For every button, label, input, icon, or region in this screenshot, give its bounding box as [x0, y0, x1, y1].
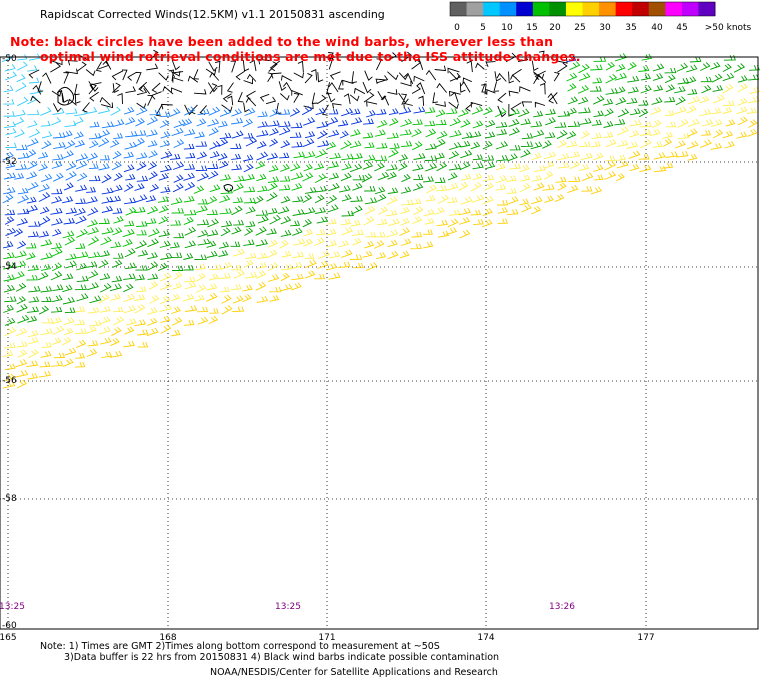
axis-labels: -50 -52 -54 -56 -58 -60 165 168 171 174 177 13:25 13…	[0, 54, 655, 643]
wind-barb-group	[3, 55, 760, 326]
island-outline	[57, 86, 75, 106]
colorbar-swatch	[698, 2, 716, 16]
colorbar-swatch	[681, 2, 699, 16]
map-grid	[0, 57, 758, 629]
wind-barbs-layer	[1, 49, 760, 389]
footer-credit: NOAA/NESDIS/Center for Satellite Applica…	[210, 667, 498, 678]
time-label: 13:26	[549, 602, 575, 612]
colorbar-label: 5	[480, 23, 486, 33]
colorbar-swatch	[499, 2, 517, 16]
footer-note-2: 3)Data buffer is 22 hrs from 20150831 4)…	[64, 652, 500, 663]
colorbar-frame	[449, 1, 716, 17]
map-border	[0, 56, 759, 630]
island-outline	[223, 184, 234, 192]
colorbar-swatch	[648, 2, 666, 16]
colorbar-swatch	[565, 2, 583, 16]
lon-label: 165	[0, 633, 17, 643]
colorbar-swatch	[582, 2, 600, 16]
lon-label: 174	[477, 633, 494, 643]
lat-label: -60	[2, 621, 17, 631]
footer-note-1: Note: 1) Times are GMT 2)Times along bot…	[40, 641, 440, 652]
colorbar-label: 35	[625, 23, 636, 33]
colorbar-swatch	[599, 2, 617, 16]
wind-barb-group	[3, 55, 577, 249]
wind-barb-group	[2, 106, 291, 204]
colorbar-swatch	[532, 2, 550, 16]
lat-label: -58	[2, 494, 17, 504]
wind-barb-group	[2, 83, 760, 359]
colorbar-swatch	[466, 2, 484, 16]
colorbar-swatch	[516, 2, 534, 16]
colorbar-label: 10	[501, 23, 513, 33]
wind-barb-group	[1, 53, 121, 148]
colorbar-swatch	[483, 2, 501, 16]
lon-label: 168	[159, 633, 176, 643]
time-label: 13:25	[275, 602, 301, 612]
lat-label: -56	[2, 376, 17, 386]
time-label: 13:25	[0, 602, 25, 612]
colorbar-label: 25	[574, 23, 585, 33]
lat-label: -52	[2, 157, 17, 167]
colorbar-swatch	[615, 2, 633, 16]
colorbar-swatch	[632, 2, 650, 16]
note-line-1: Note: black circles have been added to t…	[10, 34, 554, 49]
note-line-2: optimal wind retrieval conditions are me…	[40, 49, 581, 64]
lon-label: 171	[318, 633, 335, 643]
figure-title: Rapidscat Corrected Winds(12.5KM) v1.1 2…	[40, 8, 385, 21]
colorbar-label: 0	[454, 23, 460, 33]
colorbar-label: 40	[651, 23, 663, 33]
colorbar-label: >50 knots	[705, 23, 752, 33]
colorbar-swatch	[450, 2, 468, 16]
colorbar-label: 15	[526, 23, 537, 33]
colorbar-label: 45	[676, 23, 687, 33]
lat-label: -54	[2, 262, 17, 272]
wind-barb-group	[3, 53, 653, 282]
wind-barb-group	[2, 116, 758, 389]
colorbar-swatch	[665, 2, 683, 16]
wind-barb-group	[28, 49, 568, 118]
colorbar-swatch	[549, 2, 567, 16]
lat-label: -50	[2, 54, 17, 64]
lon-label: 177	[637, 633, 654, 643]
colorbar-label: 30	[599, 23, 611, 33]
colorbar: 0 5 10 15 20 25 30 35 40 45 >50 knots	[449, 1, 752, 33]
colorbar-label: 20	[549, 23, 561, 33]
